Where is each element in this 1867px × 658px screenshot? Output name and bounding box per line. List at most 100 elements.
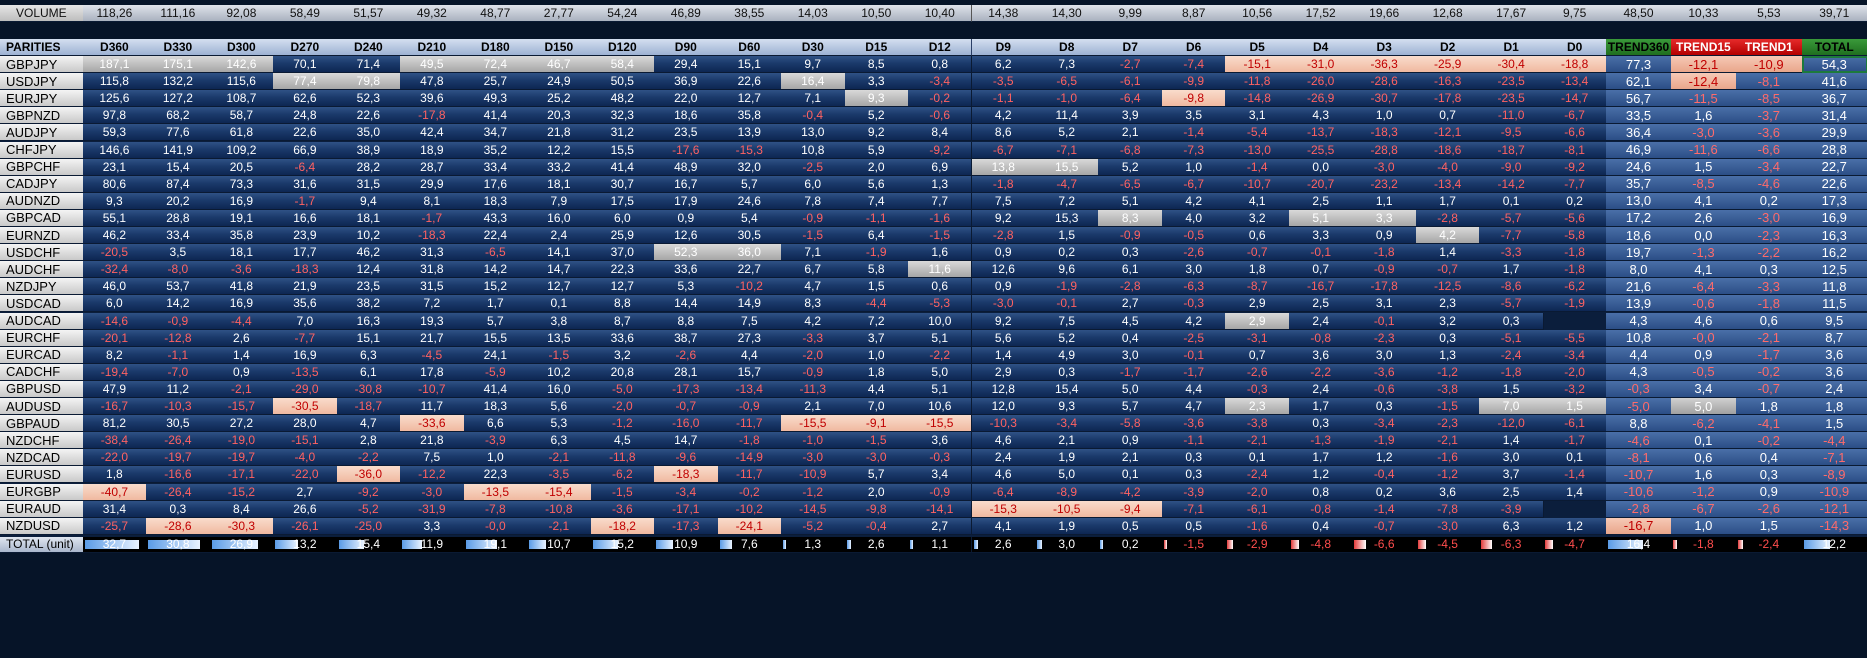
volume-cell[interactable]: 9,99 bbox=[1098, 5, 1163, 22]
data-cell[interactable]: 3,2 bbox=[1415, 312, 1481, 330]
data-cell[interactable]: 0,0 bbox=[1288, 158, 1354, 176]
data-cell[interactable]: 4,1 bbox=[971, 517, 1036, 535]
column-header[interactable]: TREND1 bbox=[1736, 39, 1803, 56]
data-cell[interactable]: -0,7 bbox=[654, 398, 719, 416]
data-cell[interactable]: -0,9 bbox=[781, 363, 846, 381]
data-cell[interactable]: -26,9 bbox=[1288, 90, 1354, 108]
data-cell[interactable]: -23,5 bbox=[1479, 90, 1544, 108]
data-cell[interactable]: 46,7 bbox=[527, 56, 592, 74]
data-cell[interactable]: 5,2 bbox=[1034, 329, 1100, 347]
volume-cell[interactable]: 14,03 bbox=[781, 5, 846, 22]
trend-cell[interactable]: 4,4 bbox=[1606, 346, 1672, 364]
data-cell[interactable]: -10,8 bbox=[527, 500, 592, 518]
trend-cell[interactable]: -0,7 bbox=[1736, 380, 1803, 398]
data-cell[interactable]: -3,3 bbox=[1479, 244, 1544, 262]
volume-cell[interactable]: 12,68 bbox=[1415, 5, 1481, 22]
data-cell[interactable]: 3,6 bbox=[1415, 483, 1481, 501]
data-cell[interactable]: -16,3 bbox=[1415, 73, 1481, 91]
data-cell[interactable]: 80,6 bbox=[82, 175, 148, 193]
trend-cell[interactable]: 16,9 bbox=[1801, 209, 1867, 227]
data-cell[interactable]: 20,2 bbox=[146, 192, 211, 210]
data-cell[interactable]: 1,8 bbox=[844, 363, 909, 381]
data-cell[interactable]: -7,7 bbox=[1479, 227, 1544, 245]
total-cell[interactable]: 30,8 bbox=[146, 536, 211, 553]
parity-label[interactable]: NZDCAD bbox=[0, 449, 84, 467]
parity-label[interactable]: GBPNZD bbox=[0, 107, 84, 125]
data-cell[interactable]: 7,5 bbox=[717, 312, 783, 330]
data-cell[interactable]: 1,7 bbox=[1288, 449, 1354, 467]
trend-cell[interactable]: -0,0 bbox=[1670, 329, 1738, 347]
data-cell[interactable]: 31,5 bbox=[336, 175, 402, 193]
data-cell[interactable]: -5,8 bbox=[1542, 227, 1608, 245]
data-cell[interactable]: -10,2 bbox=[717, 278, 783, 296]
data-cell[interactable]: 28,7 bbox=[400, 158, 465, 176]
data-cell[interactable]: 7,0 bbox=[273, 312, 338, 330]
trend-cell[interactable]: 3,4 bbox=[1670, 380, 1738, 398]
data-cell[interactable]: -2,4 bbox=[1479, 346, 1544, 364]
data-cell[interactable]: -13,4 bbox=[1542, 73, 1608, 91]
column-header[interactable]: D6 bbox=[1161, 39, 1227, 56]
data-cell[interactable]: -6,5 bbox=[463, 244, 529, 262]
total-cell[interactable]: 2,6 bbox=[971, 536, 1036, 553]
trend-cell[interactable]: 0,3 bbox=[1736, 466, 1803, 484]
data-cell[interactable]: -23,2 bbox=[1352, 175, 1417, 193]
data-cell[interactable]: 5,6 bbox=[527, 398, 592, 416]
data-cell[interactable]: 0,1 bbox=[527, 295, 592, 313]
trend-cell[interactable]: 54,3 bbox=[1801, 56, 1867, 74]
volume-cell[interactable]: 111,16 bbox=[146, 5, 211, 22]
data-cell[interactable]: -22,0 bbox=[273, 466, 338, 484]
data-cell[interactable]: 8,8 bbox=[590, 295, 656, 313]
data-cell[interactable]: 25,2 bbox=[527, 90, 592, 108]
data-cell[interactable]: -8,7 bbox=[1225, 278, 1290, 296]
data-cell[interactable]: -3,0 bbox=[781, 449, 846, 467]
data-cell[interactable]: -2,0 bbox=[781, 346, 846, 364]
data-cell[interactable]: 115,6 bbox=[209, 73, 275, 91]
data-cell[interactable]: -0,2 bbox=[908, 90, 973, 108]
data-cell[interactable]: 35,6 bbox=[273, 295, 338, 313]
total-cell[interactable]: -1,8 bbox=[1670, 536, 1738, 553]
data-cell[interactable]: 1,4 bbox=[971, 346, 1036, 364]
parity-label[interactable]: EURGBP bbox=[0, 483, 84, 501]
data-cell[interactable]: -1,4 bbox=[1161, 124, 1227, 142]
data-cell[interactable]: 1,3 bbox=[908, 175, 973, 193]
data-cell[interactable]: -1,9 bbox=[844, 244, 909, 262]
data-cell[interactable]: 141,9 bbox=[146, 141, 211, 159]
data-cell[interactable]: -10,5 bbox=[1034, 500, 1100, 518]
data-cell[interactable]: 6,2 bbox=[971, 56, 1036, 74]
data-cell[interactable]: 5,9 bbox=[844, 141, 909, 159]
data-cell[interactable]: 3,9 bbox=[1098, 107, 1163, 125]
data-cell[interactable]: 7,0 bbox=[1479, 398, 1544, 416]
data-cell[interactable]: -3,4 bbox=[1352, 415, 1417, 433]
data-cell[interactable]: -10,2 bbox=[717, 500, 783, 518]
data-cell[interactable]: -1,8 bbox=[717, 432, 783, 450]
volume-cell[interactable]: 51,57 bbox=[336, 5, 402, 22]
data-cell[interactable]: 25,9 bbox=[590, 227, 656, 245]
data-cell[interactable]: 24,8 bbox=[273, 107, 338, 125]
data-cell[interactable]: 187,1 bbox=[82, 56, 148, 74]
data-cell[interactable]: -2,8 bbox=[1098, 278, 1163, 296]
data-cell[interactable]: -9,9 bbox=[1161, 73, 1227, 91]
data-cell[interactable]: -12,8 bbox=[146, 329, 211, 347]
data-cell[interactable]: -2,1 bbox=[527, 449, 592, 467]
data-cell[interactable]: -14,8 bbox=[1225, 90, 1290, 108]
data-cell[interactable]: -12,1 bbox=[1415, 124, 1481, 142]
data-cell[interactable]: -17,6 bbox=[654, 141, 719, 159]
data-cell[interactable]: 0,4 bbox=[1288, 517, 1354, 535]
data-cell[interactable]: 7,5 bbox=[971, 192, 1036, 210]
column-header[interactable]: D1 bbox=[1479, 39, 1544, 56]
data-cell[interactable]: -9,6 bbox=[654, 449, 719, 467]
data-cell[interactable]: 15,5 bbox=[463, 329, 529, 347]
data-cell[interactable]: 17,6 bbox=[463, 175, 529, 193]
data-cell[interactable]: 5,2 bbox=[1034, 124, 1100, 142]
data-cell[interactable]: -19,7 bbox=[146, 449, 211, 467]
data-cell[interactable]: 52,3 bbox=[654, 244, 719, 262]
data-cell[interactable]: -1,5 bbox=[1415, 398, 1481, 416]
data-cell[interactable]: 41,4 bbox=[463, 380, 529, 398]
data-cell[interactable]: 26,6 bbox=[273, 500, 338, 518]
data-cell[interactable]: 6,3 bbox=[527, 432, 592, 450]
data-cell[interactable]: 29,9 bbox=[400, 175, 465, 193]
trend-cell[interactable]: 1,5 bbox=[1670, 158, 1738, 176]
data-cell[interactable]: 81,2 bbox=[82, 415, 148, 433]
data-cell[interactable]: -16,6 bbox=[146, 466, 211, 484]
data-cell[interactable]: -2,2 bbox=[336, 449, 402, 467]
